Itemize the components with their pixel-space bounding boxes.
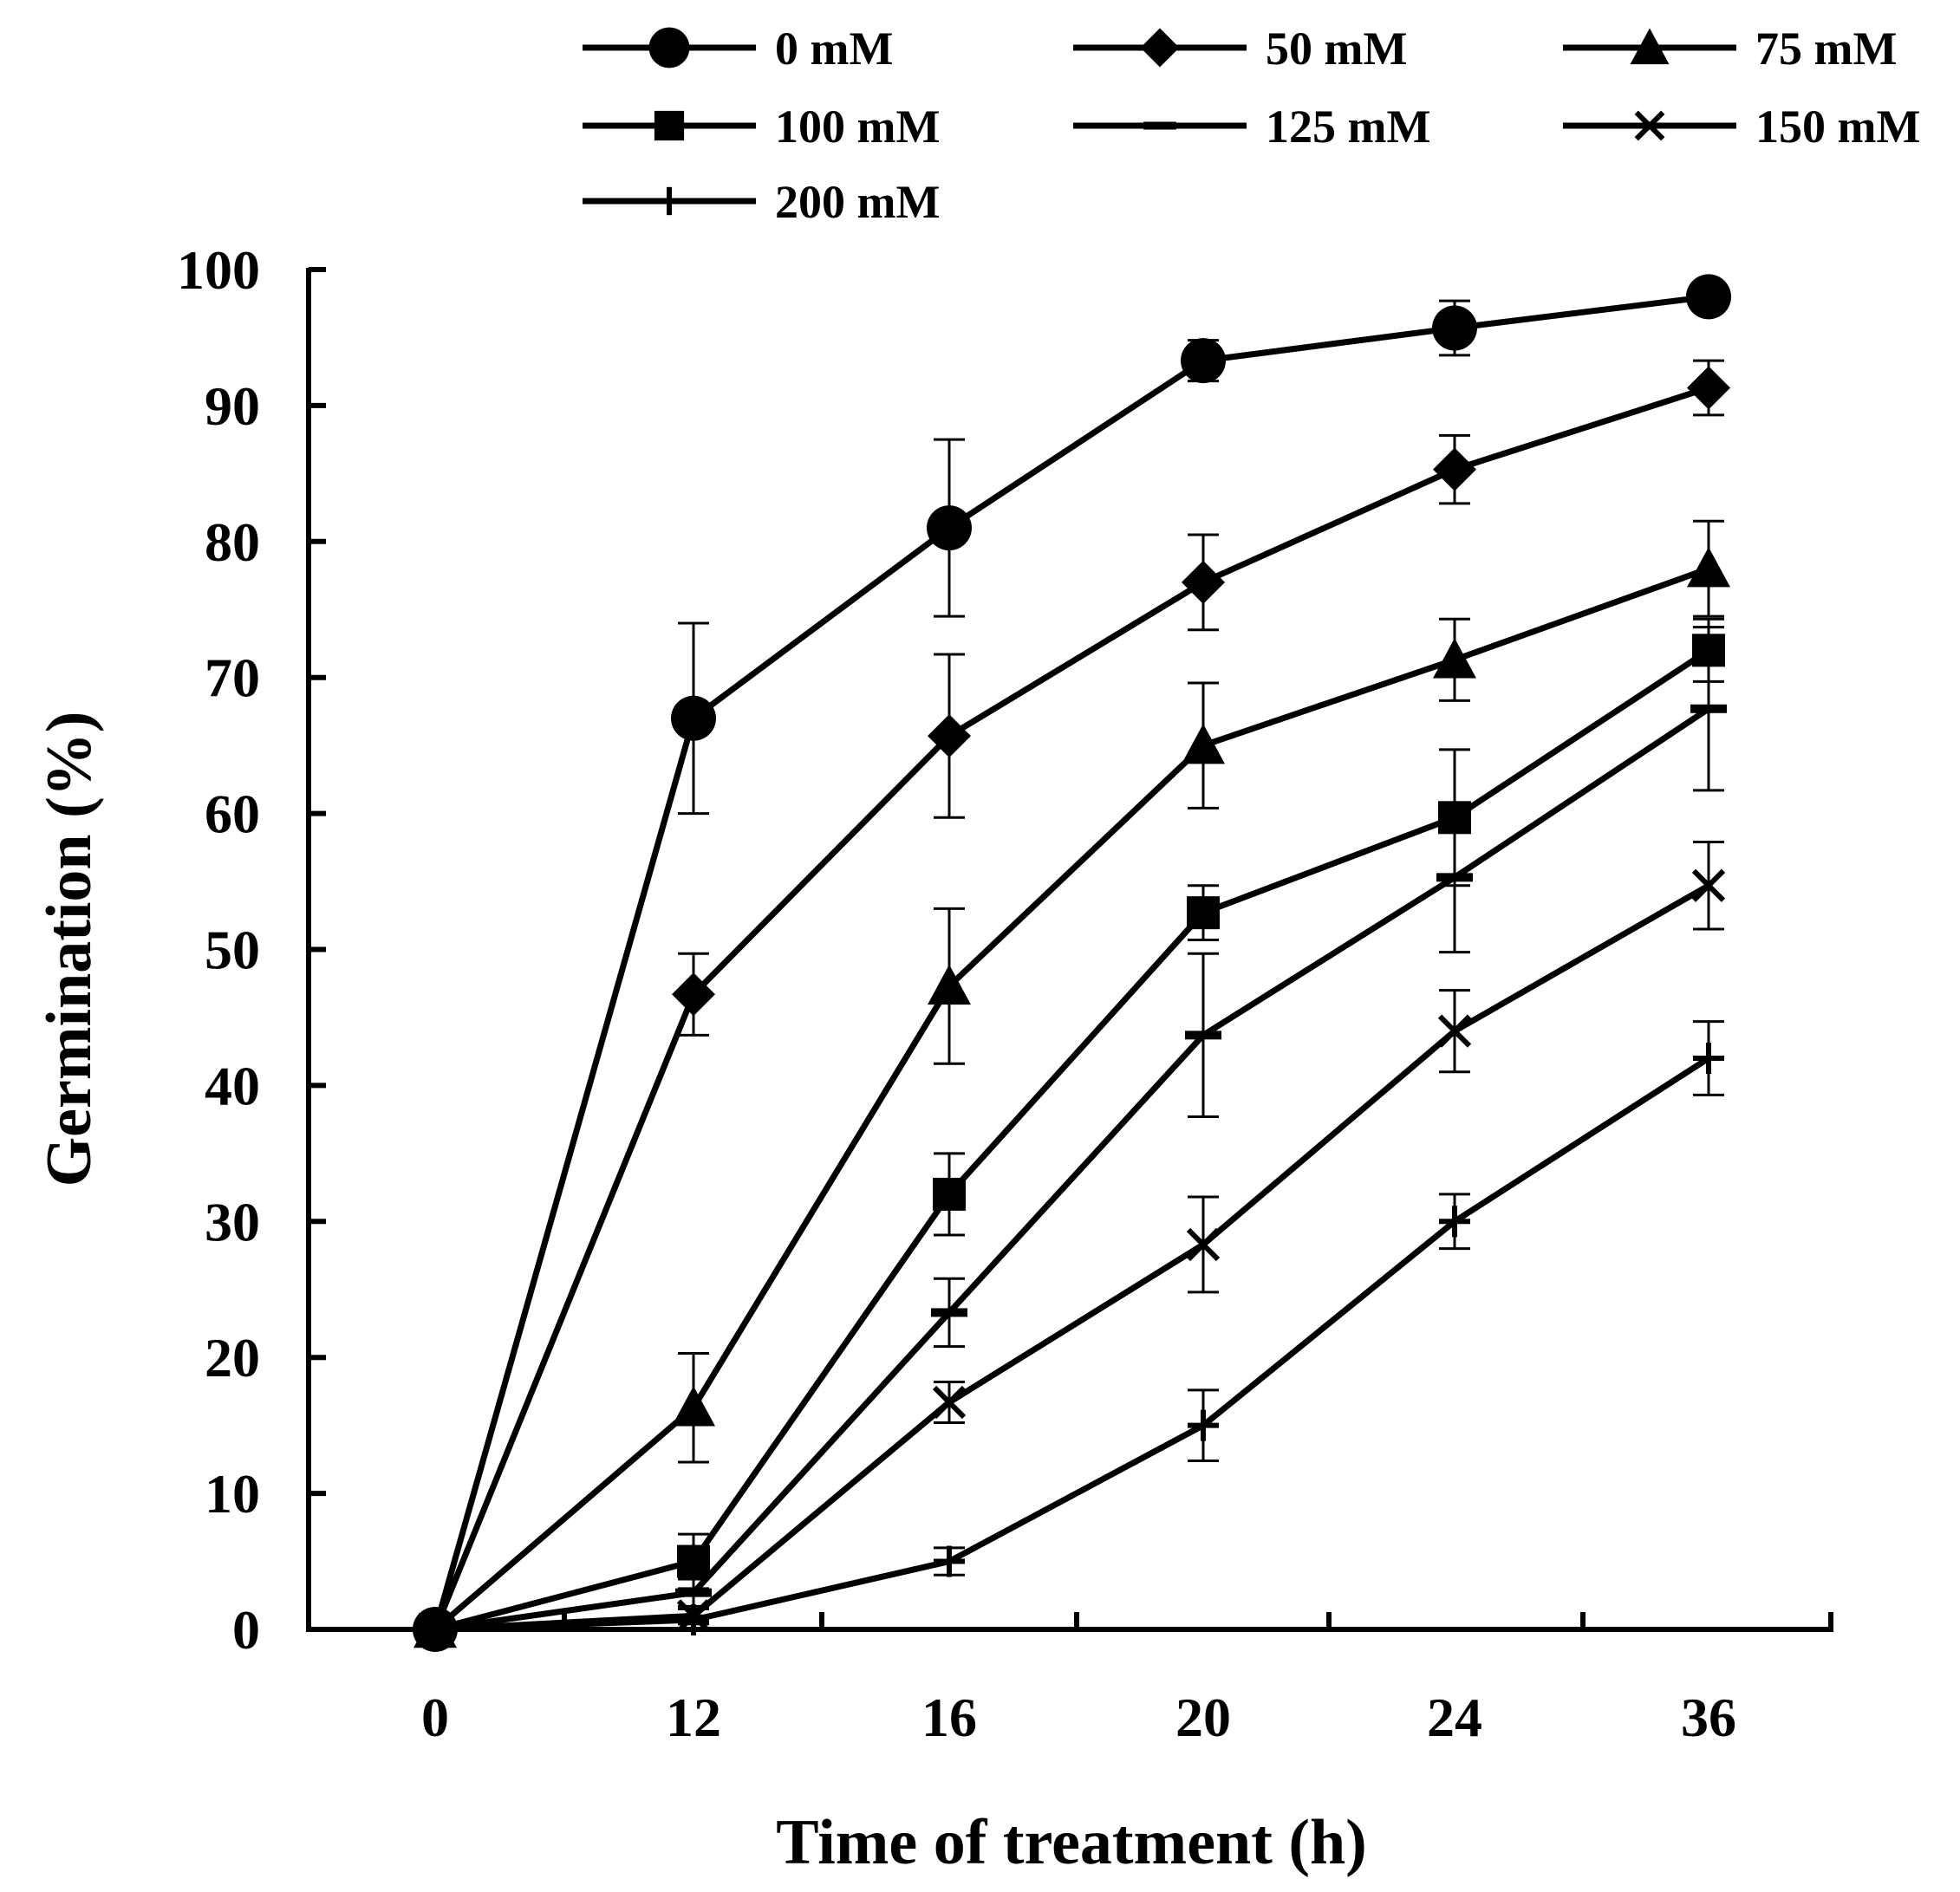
series-150-mm (418, 841, 1726, 1647)
series-200-mm (420, 1020, 1724, 1645)
data-point (1690, 704, 1727, 713)
data-point (1687, 366, 1730, 410)
legend: 0 mM 50 mM 75 mM 100 mM 125 mM 150 mM 200 mM (583, 23, 1920, 228)
y-axis-title: Germination (%) (34, 712, 105, 1187)
data-point (933, 1177, 966, 1211)
legend-label: 150 mM (1755, 101, 1920, 153)
legend-item: 75 mM (1563, 23, 1897, 75)
data-point (1693, 1043, 1724, 1075)
data-point (672, 972, 715, 1017)
series-line (434, 705, 1710, 1633)
y-tick-label: 40 (205, 1055, 260, 1116)
legend-marker (1634, 110, 1665, 141)
data-point (677, 1544, 710, 1578)
y-tick-label: 100 (177, 239, 260, 301)
data-point (420, 1614, 451, 1645)
legend-label: 125 mM (1266, 101, 1430, 153)
data-point (1439, 1206, 1470, 1238)
legend-marker (648, 27, 690, 68)
x-tick-label: 20 (1175, 1687, 1231, 1748)
legend-label: 50 mM (1266, 23, 1407, 75)
series-line (434, 1056, 1710, 1633)
data-point (934, 1545, 965, 1577)
data-point (1686, 274, 1731, 320)
series-line (432, 385, 1710, 1631)
legend-item: 150 mM (1563, 101, 1920, 153)
data-point (1433, 638, 1476, 679)
x-tick-label: 16 (921, 1687, 977, 1748)
legend-item: 50 mM (1073, 23, 1407, 75)
legend-item: 125 mM (1073, 101, 1430, 153)
legend-marker (654, 186, 684, 216)
data-point (1182, 560, 1225, 604)
series-line (433, 565, 1710, 1632)
data-point (927, 505, 972, 551)
x-tick-label: 36 (1681, 1687, 1736, 1748)
data-point (928, 714, 971, 758)
legend-marker (1143, 121, 1176, 130)
series-line (434, 882, 1710, 1633)
legend-marker (654, 110, 685, 141)
data-point (678, 1604, 709, 1636)
data-point (671, 695, 716, 741)
series-125-mm (417, 626, 1727, 1634)
data-point (1185, 1031, 1221, 1040)
x-axis-title: Time of treatment (h) (776, 1807, 1367, 1878)
y-tick-label: 20 (205, 1327, 260, 1388)
legend-marker (1630, 28, 1670, 65)
y-tick-label: 0 (232, 1599, 260, 1661)
data-point (1437, 1014, 1472, 1048)
y-tick-label: 30 (205, 1191, 260, 1252)
legend-item: 200 mM (583, 176, 940, 228)
data-point (928, 964, 971, 1005)
x-tick-label: 12 (666, 1687, 721, 1748)
y-tick-label: 50 (205, 920, 260, 981)
series-50-mm (413, 359, 1730, 1651)
data-point (1687, 547, 1730, 588)
x-tick-label: 24 (1427, 1687, 1482, 1748)
legend-item: 0 mM (583, 23, 893, 75)
plot-area (413, 274, 1731, 1652)
data-point (1188, 1409, 1219, 1441)
data-point (1436, 873, 1473, 882)
series-75-mm (413, 519, 1730, 1648)
legend-label: 0 mM (775, 23, 893, 75)
x-tick-label: 0 (421, 1687, 449, 1748)
y-tick-label: 10 (205, 1463, 260, 1525)
legend-item: 100 mM (583, 101, 940, 153)
legend-marker (1140, 28, 1180, 68)
legend-label: 100 mM (775, 101, 940, 153)
legend-label: 75 mM (1755, 23, 1897, 75)
series-100-mm (419, 617, 1725, 1646)
legend-label: 200 mM (775, 176, 940, 228)
data-point (1187, 896, 1220, 930)
y-tick-label: 90 (205, 375, 260, 437)
data-point (1181, 338, 1226, 384)
data-point (932, 1385, 967, 1420)
series-line (432, 293, 1709, 1630)
series-line (434, 647, 1710, 1633)
data-point (675, 1588, 712, 1597)
data-point (672, 1386, 715, 1427)
data-point (1186, 1227, 1221, 1262)
series-0-mm (413, 274, 1731, 1652)
data-point (1691, 868, 1726, 902)
y-tick-label: 70 (205, 647, 260, 709)
data-point (1432, 305, 1477, 351)
axes: 0 10 20 30 40 50 60 70 80 90 100 0 12 16 20 24 36 Time of… (34, 239, 1833, 1878)
y-tick-label: 60 (205, 783, 260, 845)
data-point (931, 1308, 967, 1317)
data-point (1433, 447, 1476, 491)
y-tick-label: 80 (205, 511, 260, 573)
data-point (1182, 724, 1225, 764)
